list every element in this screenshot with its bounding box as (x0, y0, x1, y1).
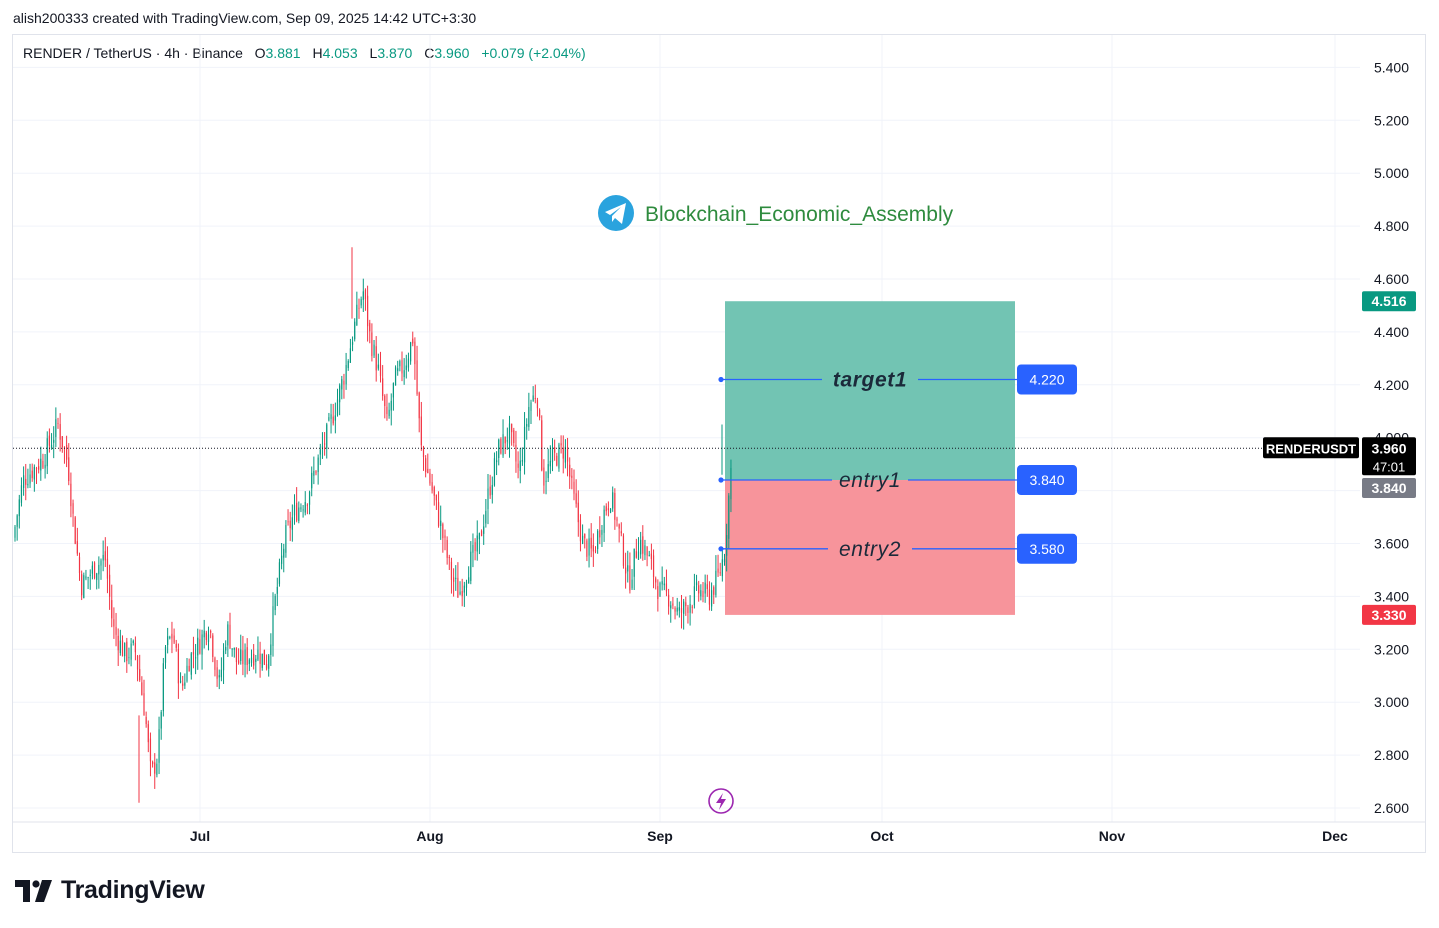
chart-frame (12, 34, 1426, 853)
open-value: 3.881 (265, 45, 301, 61)
brand-name: TradingView (61, 876, 205, 904)
high-label: H (312, 45, 323, 61)
low-label: L (369, 45, 378, 61)
open-label: O (254, 45, 266, 61)
low-value: 3.870 (377, 45, 413, 61)
tradingview-brand[interactable]: TradingView (15, 876, 205, 905)
symbol-name[interactable]: RENDER / TetherUS · 4h · Binance (23, 45, 243, 61)
tradingview-logo-icon (15, 879, 52, 902)
chart-attribution: alish200333 created with TradingView.com… (13, 10, 477, 26)
symbol-info-bar: RENDER / TetherUS · 4h · Binance O3.881 … (23, 45, 594, 61)
high-value: 4.053 (322, 45, 358, 61)
change-value: +0.079 (+2.04%) (481, 45, 586, 61)
close-value: 3.960 (434, 45, 470, 61)
close-label: C (424, 45, 435, 61)
